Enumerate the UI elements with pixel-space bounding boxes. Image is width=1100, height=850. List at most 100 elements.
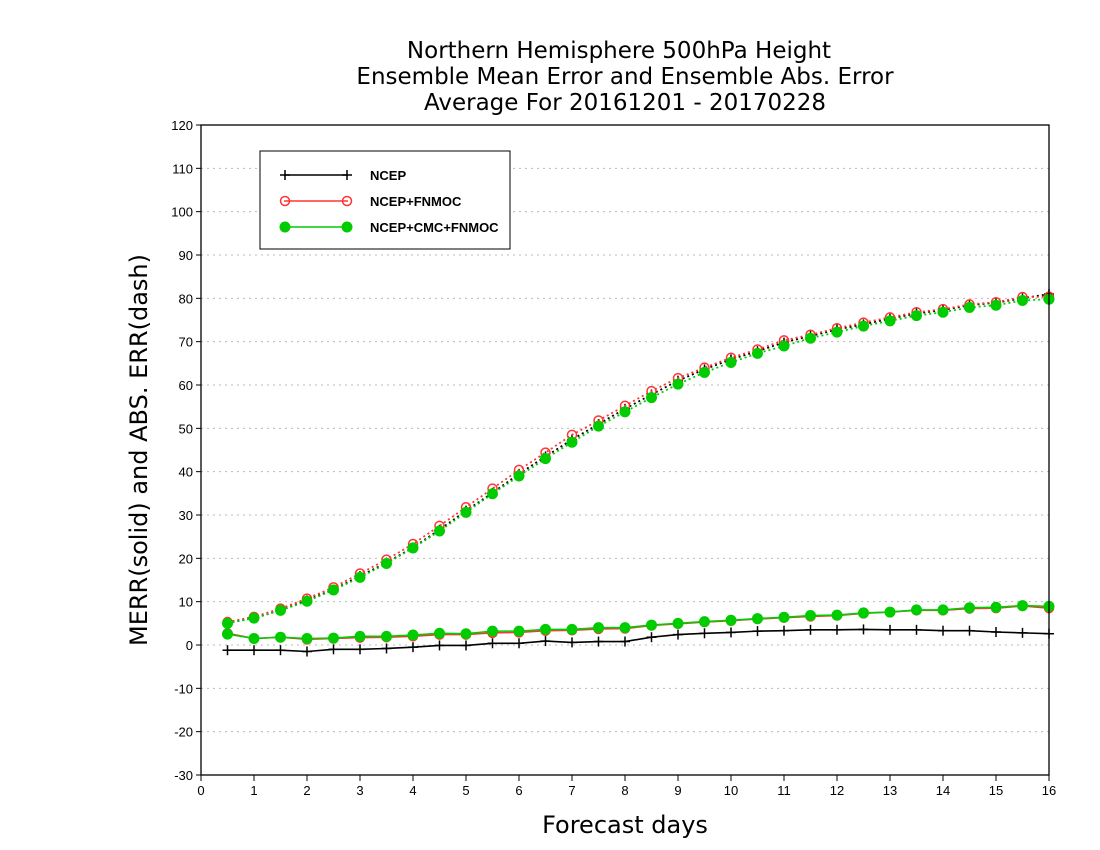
x-tick-label: 3 [356, 783, 363, 798]
y-axis: -30 -20 -10 0 10 20 30 40 50 60 70 80 90 100 110 120 [171, 118, 201, 783]
x-tick-label: 12 [830, 783, 844, 798]
merr-point [752, 626, 763, 637]
merr-point [434, 640, 445, 651]
y-tick-label: -20 [174, 725, 193, 740]
y-tick-label: 50 [179, 421, 193, 436]
merr-point [937, 604, 949, 616]
merr-point [461, 640, 471, 651]
x-tick-label: 6 [515, 783, 522, 798]
merr-point [408, 642, 418, 653]
merr-point [593, 622, 604, 634]
merr-point [381, 630, 392, 642]
merr-point [699, 628, 710, 639]
merr-point [301, 633, 313, 644]
x-tick-label: 13 [883, 783, 897, 798]
x-tick-label: 4 [409, 783, 416, 798]
legend-marker [341, 221, 353, 233]
merr-line [227, 604, 1050, 640]
chart-title-line-3: Average For 20161201 - 20170228 [424, 90, 826, 116]
legend-marker [342, 170, 352, 180]
abs-err-point [513, 470, 525, 482]
y-tick-label: 10 [179, 595, 193, 610]
abs-err-point [328, 584, 339, 596]
merr-point [832, 624, 842, 635]
abs-err-point [699, 366, 710, 378]
abs-err-point [725, 356, 737, 368]
merr-point [885, 624, 895, 635]
merr-point [249, 645, 259, 656]
x-tick-label: 7 [568, 783, 575, 798]
abs-err-point [672, 378, 684, 390]
merr-point [619, 622, 631, 634]
series-0 [222, 289, 1054, 657]
merr-point [991, 627, 1001, 637]
x-tick-label: 9 [674, 783, 681, 798]
merr-point [831, 609, 843, 621]
legend-marker [280, 170, 290, 180]
abs-err-point [593, 420, 604, 432]
merr-point [460, 628, 472, 640]
y-tick-label: 0 [186, 638, 193, 653]
merr-point [540, 623, 551, 635]
y-tick-label: -10 [174, 681, 193, 696]
legend-label: NCEP+FNMOC [370, 194, 462, 209]
abs-err-point [487, 488, 498, 500]
chart-title-line-2: Ensemble Mean Error and Ensemble Abs. Er… [356, 64, 894, 90]
abs-err-point [1017, 295, 1028, 306]
abs-err-line [227, 298, 1050, 625]
merr-point [567, 637, 577, 648]
x-tick-label: 0 [197, 783, 204, 798]
y-tick-label: 40 [179, 465, 193, 480]
legend-marker [341, 195, 353, 207]
y-tick-label: 100 [171, 205, 193, 220]
merr-point [514, 638, 524, 649]
merr-point [222, 628, 233, 640]
y-axis-label: MERR(solid) and ABS. ERR(dash) [125, 254, 153, 646]
merr-point [434, 627, 445, 639]
abs-err-point [752, 347, 763, 359]
x-tick-label: 10 [724, 783, 738, 798]
merr-point [1017, 627, 1028, 638]
merr-point [328, 644, 339, 655]
y-tick-label: 30 [179, 508, 193, 523]
y-tick-label: 70 [179, 335, 193, 350]
merr-point [540, 636, 551, 647]
merr-point [407, 629, 419, 641]
merr-point [964, 602, 975, 614]
legend-label: NCEP+CMC+FNMOC [370, 220, 499, 235]
abs-err-point [911, 310, 922, 322]
x-tick-label: 8 [621, 783, 628, 798]
x-tick-label: 16 [1042, 783, 1056, 798]
legend: NCEP NCEP+FNMOC NCEP+CMC+FNMOC [259, 150, 511, 250]
abs-err-point [354, 571, 366, 583]
merr-point [964, 625, 975, 636]
abs-err-point [646, 392, 657, 404]
merr-point [726, 627, 736, 638]
grid [201, 167, 1049, 733]
y-tick-label: -30 [174, 768, 193, 783]
merr-point [911, 624, 922, 635]
abs-err-line [227, 295, 1050, 623]
legend-entry: NCEP+FNMOC [279, 194, 462, 209]
merr-point [990, 601, 1002, 613]
merr-point [513, 625, 525, 637]
chart-title: Northern Hemisphere 500hPa Height Ensemb… [356, 38, 894, 116]
legend-marker [279, 195, 291, 207]
abs-err-point [407, 542, 419, 554]
abs-err-point [619, 406, 631, 418]
merr-point [884, 606, 896, 618]
abs-err-point [301, 595, 313, 607]
merr-point [646, 619, 657, 631]
abs-err-point [566, 436, 578, 448]
abs-err-line [227, 293, 1050, 624]
merr-point [487, 625, 498, 637]
abs-err-point [434, 525, 445, 537]
abs-err-point [275, 604, 286, 616]
legend-label: NCEP [370, 168, 406, 183]
merr-point [938, 625, 948, 636]
y-tick-label: 60 [179, 378, 193, 393]
abs-err-point [858, 320, 869, 332]
y-tick-label: 110 [172, 161, 193, 176]
merr-point [672, 617, 684, 629]
